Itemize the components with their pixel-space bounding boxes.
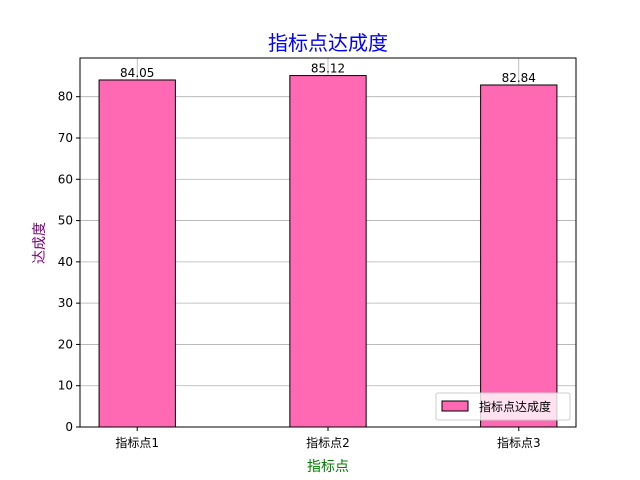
legend-label: 指标点达成度 xyxy=(479,399,551,414)
x-tick-label-1: 指标点1 xyxy=(115,435,159,450)
legend-swatch xyxy=(441,400,469,412)
bar-2 xyxy=(289,75,367,428)
y-axis-label: 达成度 xyxy=(32,222,48,264)
bar-1 xyxy=(98,79,176,428)
bar-value-label-1: 84.05 xyxy=(120,66,154,80)
data-labels: 84.05 85.12 82.84 xyxy=(120,62,536,85)
y-tick-label-60: 60 xyxy=(58,172,73,186)
y-tick-label-0: 0 xyxy=(65,420,73,434)
y-tick-label-70: 70 xyxy=(58,131,73,145)
bars xyxy=(98,75,558,428)
y-tick-label-30: 30 xyxy=(58,296,73,310)
y-tick-label-40: 40 xyxy=(58,255,73,269)
bar-value-label-3: 82.84 xyxy=(502,71,536,85)
legend-box xyxy=(435,392,571,421)
y-tick-label-20: 20 xyxy=(58,337,73,351)
chart-title: 指标点达成度 xyxy=(268,31,388,55)
y-tick-label-80: 80 xyxy=(58,90,73,104)
y-axis-ticks: 0 10 20 30 40 50 60 70 80 xyxy=(58,90,80,434)
legend: 指标点达成度 xyxy=(435,392,571,421)
x-tick-label-2: 指标点2 xyxy=(306,435,350,450)
bar-value-label-2: 85.12 xyxy=(311,62,345,76)
x-axis-ticks: 指标点1 指标点2 指标点3 xyxy=(115,427,541,450)
y-tick-label-10: 10 xyxy=(58,379,73,393)
x-tick-label-3: 指标点3 xyxy=(497,435,541,450)
x-axis-label: 指标点 xyxy=(307,459,349,475)
y-tick-label-50: 50 xyxy=(58,214,73,228)
bar-3 xyxy=(480,84,558,428)
